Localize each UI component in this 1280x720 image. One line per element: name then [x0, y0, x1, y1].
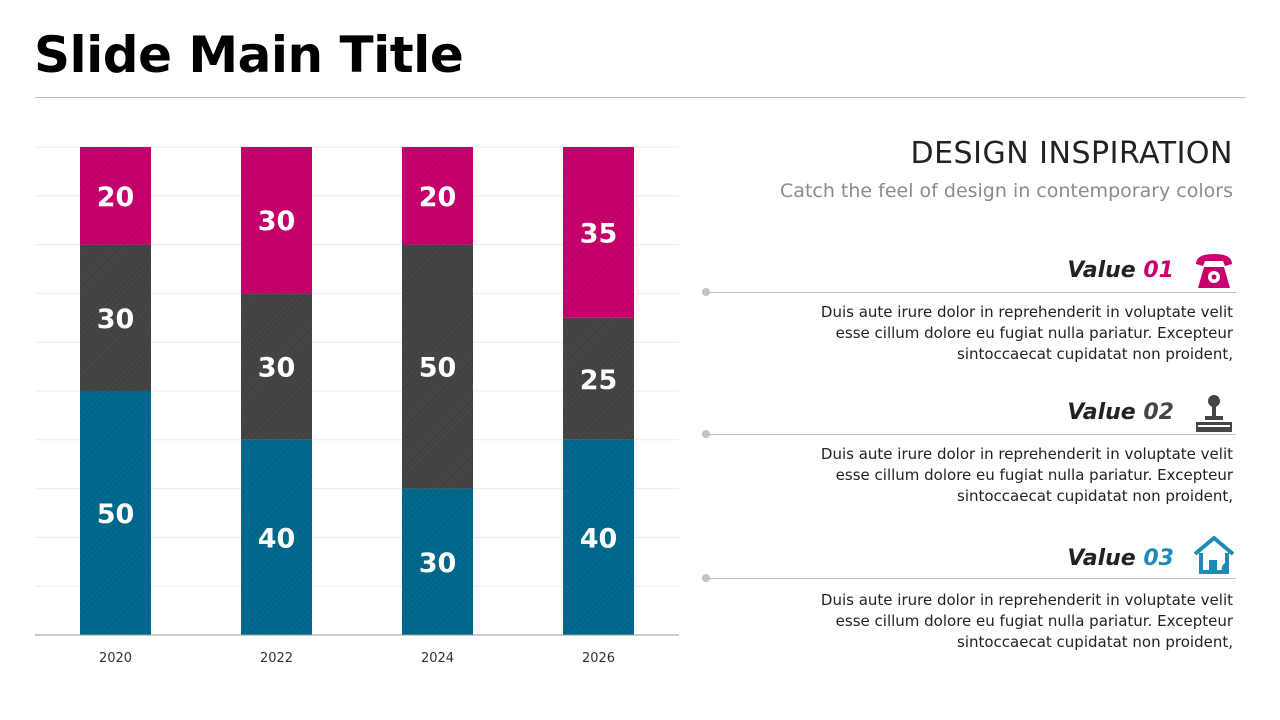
value-description: Duis aute irure dolor in reprehenderit i…	[820, 445, 1233, 505]
data-label: 50	[419, 353, 457, 384]
x-tick-label: 2020	[99, 651, 132, 666]
bar-segment-texture	[563, 317, 634, 440]
value-label: Value	[1067, 258, 1144, 283]
panel-heading: DESIGN INSPIRATION	[910, 136, 1233, 171]
value-title: Value 02	[1067, 400, 1174, 425]
value-label: Value	[1067, 546, 1144, 571]
value-number: 03	[1143, 546, 1174, 571]
panel-subheading: Catch the feel of design in contemporary…	[780, 180, 1233, 202]
title-divider	[35, 97, 1246, 98]
data-label: 40	[580, 523, 618, 554]
bar-segment-texture	[402, 147, 473, 245]
bar-segment-texture	[80, 147, 151, 245]
data-label: 30	[258, 206, 296, 237]
value-divider	[706, 292, 1236, 293]
chart-x-axis: 2020 2022 2024 2026	[35, 634, 679, 666]
data-label: 20	[419, 182, 457, 213]
bar-segment-texture	[402, 488, 473, 635]
bar-segment-texture	[80, 244, 151, 391]
slide-title: Slide Main Title	[34, 26, 464, 84]
data-label: 20	[97, 182, 135, 213]
bar-segment-texture	[563, 147, 634, 318]
telephone-icon	[1196, 254, 1232, 288]
value-title: Value 03	[1067, 546, 1174, 571]
data-label: 25	[580, 365, 618, 396]
value-description: Duis aute irure dolor in reprehenderit i…	[820, 591, 1233, 651]
bar-segment-texture	[241, 293, 312, 440]
bar-segment-texture	[402, 244, 473, 489]
bar-segment-texture	[241, 439, 312, 635]
chart-data-labels: 50 30 20 40 30 30 30 50 20 40 25 35	[97, 182, 618, 579]
x-tick-label: 2026	[582, 651, 615, 666]
bar-segment-texture	[80, 391, 151, 635]
data-label: 40	[258, 523, 296, 554]
value-divider	[706, 434, 1236, 435]
value-label: Value	[1067, 400, 1144, 425]
chart-bars	[80, 147, 634, 635]
data-label: 30	[97, 304, 135, 335]
x-tick-label: 2024	[421, 651, 454, 666]
data-label: 30	[258, 353, 296, 384]
value-description: Duis aute irure dolor in reprehenderit i…	[820, 303, 1233, 363]
value-number: 02	[1143, 400, 1174, 425]
x-tick-label: 2022	[260, 651, 293, 666]
data-label: 50	[97, 499, 135, 530]
bar-segment-texture	[563, 439, 634, 635]
value-title: Value 01	[1067, 258, 1174, 283]
data-label: 35	[580, 218, 618, 249]
bar-segment-texture	[241, 147, 312, 294]
eco-house-icon	[1193, 536, 1235, 574]
joystick-icon	[1196, 395, 1232, 432]
value-number: 01	[1143, 258, 1174, 283]
value-divider	[706, 578, 1236, 579]
data-label: 30	[419, 548, 457, 579]
